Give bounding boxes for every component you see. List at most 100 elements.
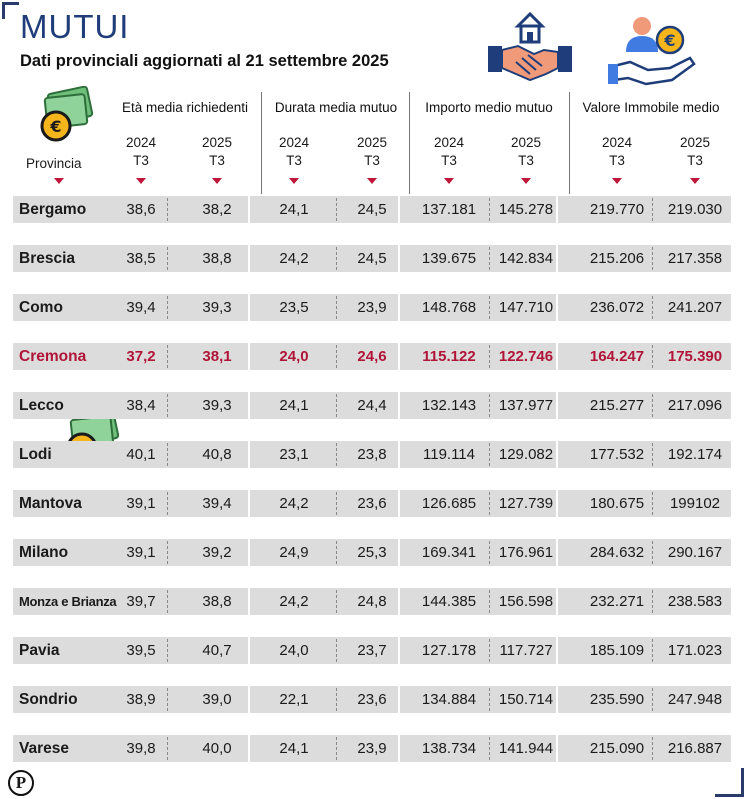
table-cell: 138.734: [421, 740, 477, 757]
table-cell: 142.834: [498, 250, 554, 267]
table-cell: 37,2: [126, 348, 156, 365]
hand-coin-person-icon: €: [608, 17, 696, 86]
publisher-logo: P: [8, 770, 34, 796]
table-cell: 24,9: [279, 544, 309, 561]
quarter-label: T3: [441, 153, 457, 168]
group-header-durata: Durata media mutuo: [274, 100, 398, 115]
table-cell: 23,6: [357, 495, 387, 512]
year-header: 2025 T3: [187, 134, 247, 170]
table-cell: 22,1: [279, 691, 309, 708]
column-divider: [489, 296, 490, 319]
table-cell: 117.727: [499, 642, 553, 659]
table-cell: 23,1: [279, 446, 309, 463]
table-cell: 40,8: [202, 446, 232, 463]
column-divider: [167, 688, 168, 711]
quarter-label: T3: [364, 153, 380, 168]
table-cell: 235.590: [589, 691, 645, 708]
table-row: Sondrio 38,9 39,0 22,1 23,6 134.884 150.714 235…: [13, 686, 731, 713]
table-cell: 139.675: [421, 250, 477, 267]
quarter-label: T3: [286, 153, 302, 168]
table-cell: 38,9: [126, 691, 156, 708]
table-cell: 39,0: [202, 691, 232, 708]
group-divider: [248, 735, 250, 762]
group-divider: [556, 686, 558, 713]
table-cell: 129.082: [498, 446, 554, 463]
table-cell: 169.341: [421, 544, 477, 561]
sort-arrow-icon: [444, 178, 454, 184]
column-divider: [652, 345, 653, 368]
table-row: Pavia 39,5 40,7 24,0 23,7 127.178 117.727 185.1…: [13, 637, 731, 664]
column-divider: [489, 688, 490, 711]
column-divider: [336, 492, 337, 515]
column-divider: [167, 737, 168, 760]
year-header: 2024 T3: [587, 134, 647, 170]
table-cell: 284.632: [589, 544, 645, 561]
table-cell: 215.206: [589, 250, 645, 267]
table-cell: 177.532: [589, 446, 645, 463]
province-name: Mantova: [19, 495, 82, 512]
table-cell: 175.390: [667, 348, 723, 365]
sort-arrow-icon: [367, 178, 377, 184]
column-divider: [489, 590, 490, 613]
column-divider: [167, 639, 168, 662]
table-row: Como 39,4 39,3 23,5 23,9 148.768 147.710 236.07…: [13, 294, 731, 321]
table-cell: 145.278: [498, 201, 554, 218]
column-divider: [167, 443, 168, 466]
table-cell: 24,0: [279, 642, 309, 659]
province-name: Sondrio: [19, 691, 78, 708]
column-divider: [336, 443, 337, 466]
group-divider: [248, 343, 250, 370]
column-divider: [489, 541, 490, 564]
table-cell: 217.096: [667, 397, 723, 414]
svg-text:€: €: [663, 31, 675, 50]
column-divider: [167, 590, 168, 613]
table-cell: 38,2: [202, 201, 232, 218]
table-cell: 39,7: [126, 593, 156, 610]
table-cell: 132.143: [421, 397, 477, 414]
table-row: Lecco 38,4 39,3 24,1 24,4 132.143 137.977 215.2…: [13, 392, 731, 419]
table-cell: 176.961: [498, 544, 554, 561]
table-cell: 23,7: [357, 642, 387, 659]
svg-text:€: €: [49, 117, 61, 136]
year-header: 2025 T3: [496, 134, 556, 170]
year-label: 2025: [510, 135, 542, 150]
group-divider: [556, 392, 558, 419]
table-cell: 215.277: [589, 397, 645, 414]
column-divider: [652, 590, 653, 613]
table-cell: 40,7: [202, 642, 232, 659]
table-cell: 126.685: [421, 495, 477, 512]
group-divider: [556, 245, 558, 272]
year-header: 2024 T3: [264, 134, 324, 170]
province-name: Monza e Brianza: [19, 594, 117, 609]
table-row: Cremona 37,2 38,1 24,0 24,6 115.122 122.746 164…: [13, 343, 731, 370]
column-divider: [489, 639, 490, 662]
table-cell: 122.746: [498, 348, 554, 365]
column-divider: [489, 492, 490, 515]
group-divider: [556, 588, 558, 615]
column-divider: [336, 198, 337, 221]
group-divider: [398, 490, 400, 517]
column-divider: [489, 247, 490, 270]
group-divider: [398, 343, 400, 370]
table-cell: 219.030: [667, 201, 723, 218]
column-divider: [489, 443, 490, 466]
table-cell: 147.710: [498, 299, 554, 316]
table-cell: 23,9: [357, 740, 387, 757]
quarter-label: T3: [133, 153, 149, 168]
group-divider: [248, 441, 250, 468]
group-header-valore: Valore Immobile medio: [582, 100, 720, 115]
column-divider: [336, 590, 337, 613]
table-cell: 238.583: [667, 593, 723, 610]
table-cell: 24,8: [357, 593, 387, 610]
group-divider: [409, 92, 410, 194]
group-divider: [556, 637, 558, 664]
table-cell: 144.385: [421, 593, 477, 610]
column-divider: [652, 492, 653, 515]
province-name: Brescia: [19, 250, 76, 267]
table-cell: 164.247: [589, 348, 645, 365]
year-label: 2024: [433, 135, 465, 150]
group-divider: [248, 294, 250, 321]
year-header: 2025 T3: [665, 134, 725, 170]
column-divider: [336, 345, 337, 368]
table-cell: 148.768: [421, 299, 477, 316]
